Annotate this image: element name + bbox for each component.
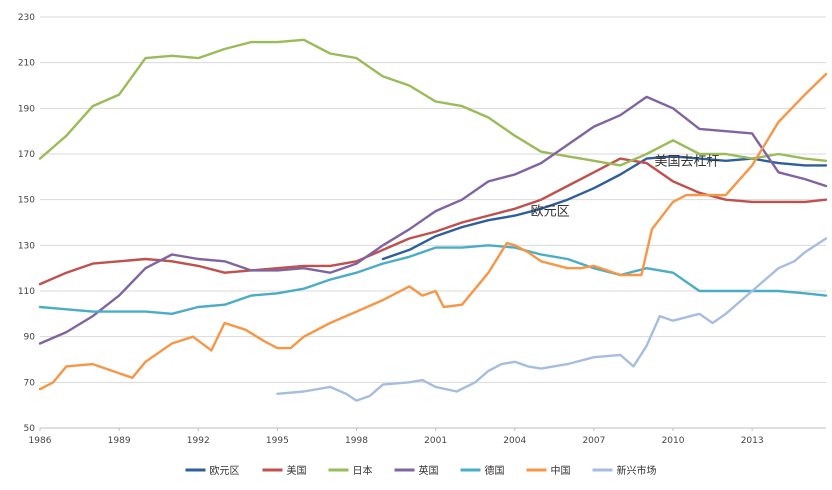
x-tick-label: 2013 — [741, 436, 764, 446]
x-tick-label: 1995 — [266, 436, 289, 446]
legend-label: 中国 — [551, 464, 571, 477]
legend-label: 新兴市场 — [617, 464, 657, 477]
x-tick-label: 2004 — [503, 436, 526, 446]
y-tick-label: 130 — [18, 241, 35, 251]
series-line-5 — [38, 244, 828, 315]
x-axis: 1986 1989 1992 1995 1998 2001 2004 2007 2010 2013 — [29, 428, 764, 446]
legend-label: 欧元区 — [210, 465, 240, 477]
gridlines — [40, 16, 826, 429]
y-axis: 50 70 90 110 130 150 170 190 210 230 — [18, 13, 35, 434]
y-tick-label: 210 — [18, 59, 35, 69]
legend: 欧元区 美国 日本 英国 德国 中国 新兴市场 — [185, 464, 657, 477]
x-tick-label: 2010 — [662, 436, 685, 446]
x-tick-label: 1989 — [108, 436, 131, 446]
x-tick-label: 2001 — [424, 436, 447, 446]
series-line-1 — [381, 155, 828, 261]
legend-label: 德国 — [485, 464, 505, 477]
series-line-4 — [38, 95, 828, 345]
y-tick-label: 90 — [24, 333, 36, 343]
x-tick-label: 1998 — [345, 436, 368, 446]
series-line-6 — [38, 72, 828, 391]
y-tick-label: 230 — [18, 13, 35, 23]
x-tick-label: 1992 — [187, 436, 210, 446]
y-tick-label: 190 — [18, 104, 35, 114]
series-line-3 — [38, 38, 828, 167]
annotation-label: 美国去杠杆 — [655, 153, 720, 169]
legend-label: 美国 — [287, 464, 307, 477]
legend-label: 英国 — [419, 464, 439, 477]
legend-label: 日本 — [353, 464, 373, 477]
y-tick-label: 50 — [24, 424, 36, 434]
series-line-7 — [276, 237, 828, 402]
series-line-2 — [38, 157, 828, 286]
series-lines — [38, 38, 828, 402]
x-tick-label: 2007 — [582, 436, 605, 446]
x-tick-label: 1986 — [29, 436, 52, 446]
y-tick-label: 70 — [24, 378, 36, 388]
annotation-label: 欧元区 — [531, 205, 570, 220]
y-tick-label: 150 — [18, 196, 35, 206]
y-tick-label: 170 — [18, 150, 35, 160]
y-tick-label: 110 — [18, 287, 35, 297]
